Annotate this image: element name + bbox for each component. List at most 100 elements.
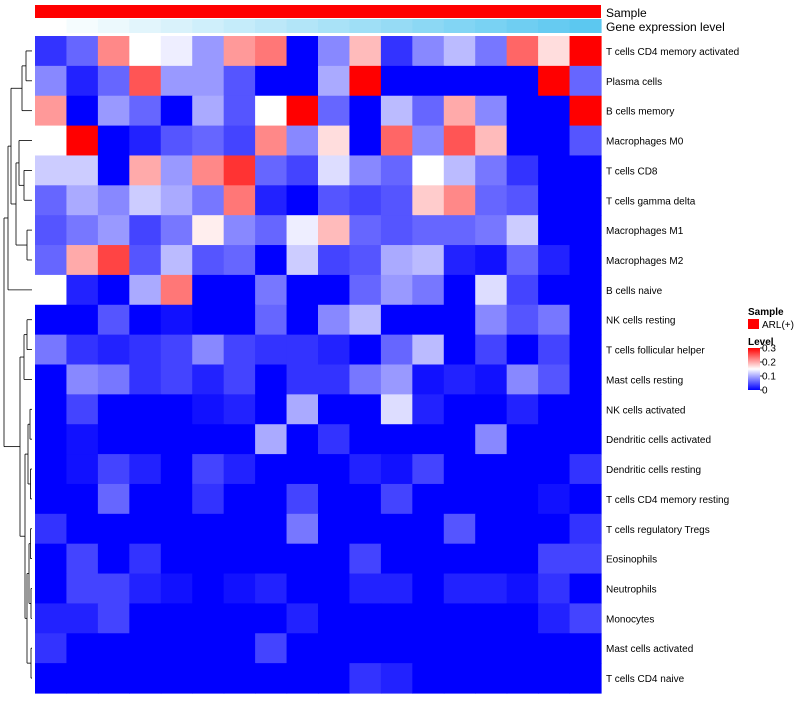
heatmap-cell [569, 36, 602, 67]
row-label: Mast cells resting [606, 375, 683, 386]
heatmap-cell [66, 573, 99, 605]
heatmap-cell [223, 245, 256, 276]
annotation-cell-expression [475, 19, 508, 33]
heatmap-cell [35, 215, 68, 246]
heatmap-cell [223, 65, 256, 97]
heatmap-cell [160, 215, 193, 246]
heatmap-cell [318, 633, 351, 664]
heatmap-cell [412, 543, 445, 575]
heatmap-cell [318, 274, 351, 306]
heatmap-cell [255, 364, 288, 395]
heatmap-cell [506, 364, 539, 395]
heatmap-cell [475, 125, 508, 157]
heatmap-cell [443, 483, 476, 515]
heatmap-cell [538, 603, 571, 634]
heatmap-cell [349, 125, 382, 157]
heatmap-cell [66, 125, 99, 157]
heatmap-cell [538, 633, 571, 664]
heatmap-cell [223, 663, 256, 694]
heatmap-cell [412, 274, 445, 306]
heatmap-cell [129, 215, 162, 246]
heatmap-cell [66, 424, 99, 455]
heatmap-cell [538, 573, 571, 605]
heatmap-cell [443, 454, 476, 485]
heatmap-cell [443, 603, 476, 634]
heatmap-cell [506, 663, 539, 694]
heatmap-cell [286, 364, 319, 395]
heatmap-cell [380, 185, 413, 216]
heatmap-cell [192, 633, 225, 664]
heatmap-cell [286, 573, 319, 605]
heatmap-cell [223, 36, 256, 67]
heatmap-cell [255, 573, 288, 605]
heatmap-cell [255, 185, 288, 216]
heatmap-cell [506, 245, 539, 276]
row-label: T cells CD8 [606, 166, 658, 177]
heatmap-cell [35, 274, 68, 306]
heatmap-cell [349, 215, 382, 246]
heatmap-cell [97, 603, 130, 634]
heatmap-cell [255, 245, 288, 276]
heatmap-cell [318, 483, 351, 515]
heatmap-cell [97, 245, 130, 276]
row-dendrogram [3, 50, 32, 679]
row-label: Plasma cells [606, 77, 662, 88]
row-label: B cells naive [606, 286, 663, 297]
heatmap-cell [223, 603, 256, 634]
row-label: T cells CD4 memory resting [606, 495, 729, 506]
heatmap-cell [192, 424, 225, 455]
heatmap-cell [255, 603, 288, 634]
heatmap-cell [380, 573, 413, 605]
heatmap-cell [569, 215, 602, 246]
annotation-cell-expression [412, 19, 445, 33]
heatmap-cell [475, 364, 508, 395]
heatmap-cell [318, 663, 351, 694]
heatmap-cell [192, 65, 225, 97]
heatmap-cell [506, 304, 539, 336]
heatmap-cell [255, 394, 288, 425]
annotation-cell-expression [66, 19, 99, 33]
heatmap-cell [475, 633, 508, 664]
heatmap-cell [97, 663, 130, 694]
heatmap-cell [192, 36, 225, 67]
heatmap-cell [129, 155, 162, 186]
heatmap-cell [349, 633, 382, 664]
heatmap-cell [412, 424, 445, 455]
legend-level-title: Level [748, 337, 774, 348]
heatmap-cell [475, 215, 508, 246]
heatmap-cell [286, 663, 319, 694]
heatmap-cell [66, 155, 99, 186]
heatmap-cell [286, 245, 319, 276]
heatmap-cell [35, 65, 68, 97]
heatmap-cell [475, 663, 508, 694]
heatmap-cell [129, 663, 162, 694]
heatmap-cell [35, 663, 68, 694]
heatmap-cell [349, 65, 382, 97]
heatmap-cell [412, 663, 445, 694]
heatmap-cell [318, 304, 351, 336]
heatmap-cell [97, 125, 130, 157]
heatmap-cell [192, 125, 225, 157]
heatmap-cell [380, 633, 413, 664]
heatmap-cell [349, 364, 382, 395]
heatmap-cell [475, 454, 508, 485]
heatmap-cell [286, 454, 319, 485]
heatmap-cell [286, 304, 319, 336]
heatmap-cell [255, 334, 288, 366]
heatmap-cell [318, 65, 351, 97]
heatmap-cell [286, 633, 319, 664]
heatmap-cell [129, 483, 162, 515]
heatmap-cell [35, 483, 68, 515]
heatmap-cell [35, 185, 68, 216]
heatmap-cell [538, 245, 571, 276]
row-label: Macrophages M1 [606, 226, 684, 237]
heatmap-cell [349, 454, 382, 485]
row-label: T cells gamma delta [606, 196, 696, 207]
heatmap-cell [318, 454, 351, 485]
heatmap-cell [349, 274, 382, 306]
heatmap-cell [506, 65, 539, 97]
heatmap-cell [443, 274, 476, 306]
heatmap-cell [129, 424, 162, 455]
heatmap-cell [129, 274, 162, 306]
heatmap-cell [66, 603, 99, 634]
